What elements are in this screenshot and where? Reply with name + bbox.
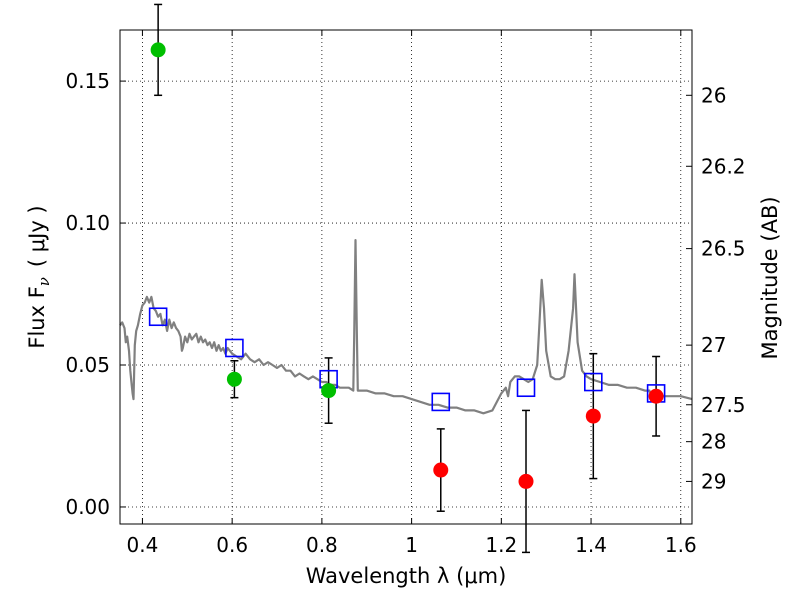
right-tick-label: 26 xyxy=(701,83,726,107)
right-tick-label: 26.2 xyxy=(701,154,746,178)
right-tick-label: 29 xyxy=(701,469,726,493)
model-photometry-square xyxy=(148,307,168,327)
axis-ticks: 0.4 0.6 0.8 1 1.2 1.4 1.6 0.00 0.05 0.10 0.15 26 26.… xyxy=(65,30,746,557)
y-axis-label-subscript: ν xyxy=(35,277,53,286)
plot-area xyxy=(119,3,693,554)
x-tick-label: 1.6 xyxy=(665,533,697,557)
y-tick-label: 0.10 xyxy=(65,211,110,235)
x-tick-label: 0.8 xyxy=(306,533,338,557)
y-axis-label-unit: ( μJy ) xyxy=(25,205,49,267)
non-detection-point xyxy=(518,473,534,489)
detection-point xyxy=(226,371,242,387)
non-detection-point xyxy=(648,388,664,404)
x-tick-label: 1.4 xyxy=(575,533,607,557)
grid-lines xyxy=(120,30,692,524)
y-tick-label: 0.00 xyxy=(65,495,110,519)
model-photometry-square xyxy=(516,378,536,398)
x-axis-label: Wavelength λ (μm) xyxy=(306,564,507,588)
x-tick-label: 0.4 xyxy=(127,533,159,557)
detection-point xyxy=(150,42,166,58)
right-axis-label: Magnitude (AB) xyxy=(758,196,782,359)
right-tick-label: 27.5 xyxy=(701,393,746,417)
non-detection-point xyxy=(433,462,449,478)
x-tick-label: 0.6 xyxy=(216,533,248,557)
x-tick-label: 1 xyxy=(405,533,418,557)
right-tick-label: 26.5 xyxy=(701,237,746,261)
model-photometry-square xyxy=(431,392,451,412)
x-tick-label: 1.2 xyxy=(485,533,517,557)
y-axis-label: Flux Fν ( μJy ) xyxy=(25,205,53,348)
y-axis-label-text: Flux F xyxy=(25,286,49,348)
sed-line xyxy=(119,239,693,415)
y-tick-label: 0.05 xyxy=(65,353,110,377)
right-tick-label: 27 xyxy=(701,333,726,357)
model-photometry-square xyxy=(584,372,603,392)
non-detection-point xyxy=(585,408,601,424)
model-photometry-square xyxy=(225,338,244,358)
detection-point xyxy=(321,383,337,399)
plot-frame xyxy=(119,29,693,525)
y-tick-label: 0.15 xyxy=(65,69,110,93)
right-tick-label: 28 xyxy=(701,430,726,454)
